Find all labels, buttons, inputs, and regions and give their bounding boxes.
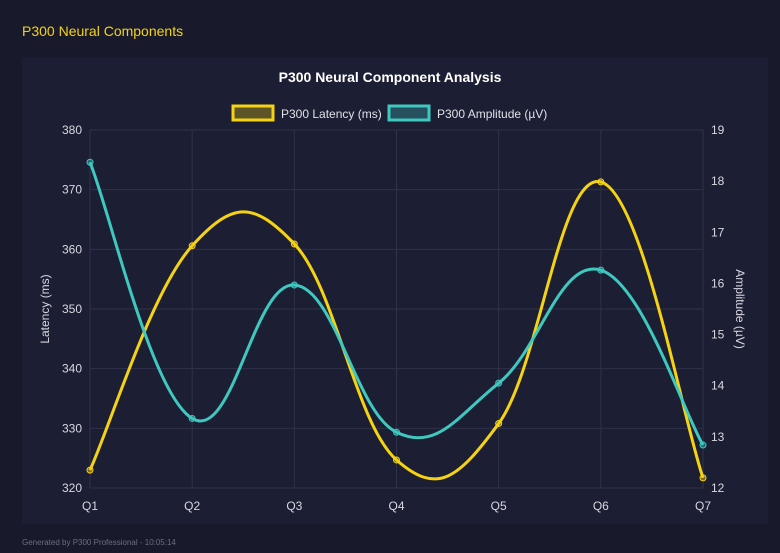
series-line bbox=[88, 161, 705, 446]
data-point bbox=[495, 379, 503, 387]
x-tick-label: Q2 bbox=[184, 499, 200, 513]
legend-swatch bbox=[231, 104, 275, 122]
data-point bbox=[597, 178, 605, 186]
x-tick-label: Q3 bbox=[286, 499, 302, 513]
x-tick-label: Q5 bbox=[491, 499, 507, 513]
y-tick-label: 370 bbox=[62, 183, 82, 197]
series-line bbox=[88, 180, 705, 481]
data-point bbox=[86, 466, 94, 474]
y2-axis-label: Amplitude (µV) bbox=[733, 269, 747, 349]
y-tick-label: 330 bbox=[62, 421, 82, 435]
y2-tick-label: 17 bbox=[711, 225, 725, 239]
y2-tick-label: 13 bbox=[711, 430, 725, 444]
x-tick-label: Q7 bbox=[695, 499, 711, 513]
x-tick-label: Q4 bbox=[388, 499, 404, 513]
y2-tick-label: 16 bbox=[711, 276, 725, 290]
chart-panel bbox=[22, 58, 768, 524]
y2-tick-label: 18 bbox=[711, 174, 725, 188]
legend-label: P300 Amplitude (µV) bbox=[437, 107, 547, 121]
y2-tick-label: 15 bbox=[711, 328, 725, 342]
data-point bbox=[597, 266, 605, 274]
y2-tick-label: 19 bbox=[711, 123, 725, 137]
y-tick-label: 320 bbox=[62, 481, 82, 495]
chart-title: P300 Neural Component Analysis bbox=[279, 69, 502, 85]
data-point bbox=[188, 414, 196, 422]
y2-tick-label: 14 bbox=[711, 379, 725, 393]
page-title: P300 Neural Components bbox=[22, 23, 184, 39]
data-point bbox=[393, 428, 400, 436]
data-point bbox=[188, 242, 196, 250]
y-tick-label: 380 bbox=[62, 123, 82, 137]
data-point bbox=[699, 441, 707, 449]
y-tick-label: 350 bbox=[62, 302, 82, 316]
data-point bbox=[290, 281, 298, 289]
footer-text: Generated by P300 Professional - 10:05:1… bbox=[22, 538, 176, 547]
y2-tick-label: 12 bbox=[711, 481, 725, 495]
y-tick-label: 360 bbox=[62, 242, 82, 256]
data-point bbox=[86, 158, 94, 166]
x-tick-label: Q6 bbox=[593, 499, 609, 513]
y-axis-label: Latency (ms) bbox=[38, 274, 52, 343]
x-tick-label: Q1 bbox=[82, 499, 98, 513]
data-point bbox=[495, 420, 503, 428]
legend-swatch bbox=[387, 104, 431, 122]
data-point bbox=[290, 240, 298, 248]
y-tick-label: 340 bbox=[62, 362, 82, 376]
data-point bbox=[393, 456, 400, 464]
data-point bbox=[699, 474, 707, 482]
legend-label: P300 Latency (ms) bbox=[281, 107, 382, 121]
